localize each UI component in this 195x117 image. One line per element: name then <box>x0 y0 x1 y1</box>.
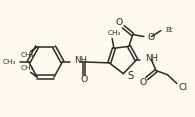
Text: CH₃: CH₃ <box>2 59 16 65</box>
Text: Et: Et <box>166 27 173 33</box>
Text: Cl: Cl <box>179 83 188 92</box>
Text: CH₃: CH₃ <box>20 53 34 58</box>
Text: O: O <box>80 75 88 84</box>
Text: CH₃: CH₃ <box>107 30 121 36</box>
Text: O: O <box>148 33 155 42</box>
Text: O: O <box>116 18 123 27</box>
Text: CH₃: CH₃ <box>20 65 34 71</box>
Text: NH: NH <box>75 56 88 65</box>
Text: O: O <box>139 78 147 87</box>
Text: NH: NH <box>145 55 158 64</box>
Text: S: S <box>127 71 133 81</box>
